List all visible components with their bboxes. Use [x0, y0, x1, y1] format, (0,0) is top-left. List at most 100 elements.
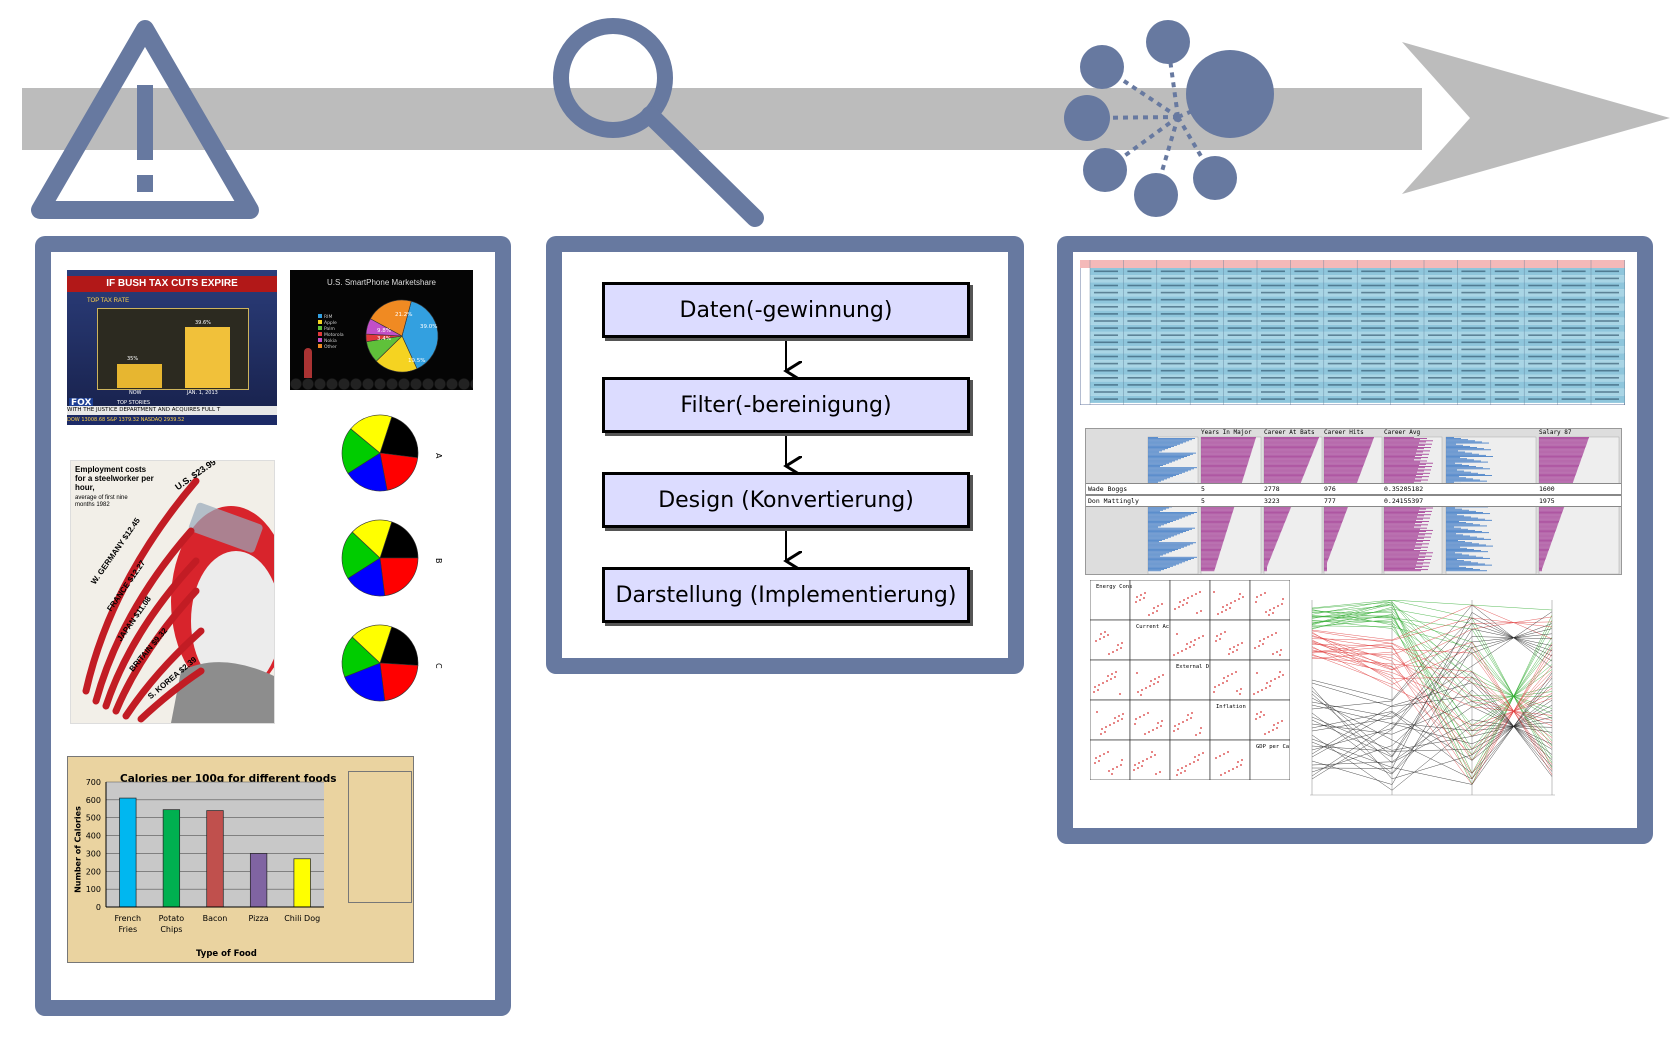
lens-bar — [1264, 522, 1285, 524]
lens-bar — [1264, 532, 1281, 534]
lens-bar — [1539, 443, 1587, 445]
lens-bar — [1446, 552, 1455, 554]
spreadsheet-cell-value — [1094, 362, 1118, 365]
lens-bar — [1384, 451, 1423, 453]
lens-bar — [1264, 527, 1283, 529]
splom-cell — [1249, 619, 1290, 661]
spreadsheet-cell-value — [1528, 327, 1553, 329]
spreadsheet-cell-value — [1595, 313, 1619, 315]
lens-bar — [1446, 543, 1479, 545]
spreadsheet-cell-value — [1428, 291, 1452, 294]
lens-bar — [1201, 526, 1228, 528]
spreadsheet-cell-value — [1261, 369, 1285, 372]
pie-label-0: A — [434, 453, 443, 459]
news-subhead: TOP TAX RATE — [87, 298, 130, 304]
spreadsheet-cell-value — [1361, 270, 1386, 273]
spreadsheet-cell-value — [1361, 384, 1386, 386]
splom-point — [1157, 681, 1159, 683]
lens-bar — [1201, 442, 1255, 444]
spreadsheet-cell-value — [1194, 306, 1219, 308]
splom-point — [1256, 596, 1258, 598]
spreadsheet-cell-value — [1160, 284, 1185, 287]
lens-bar — [1446, 463, 1462, 465]
lens-bar — [1384, 513, 1418, 515]
lens-bar — [1539, 537, 1553, 539]
splom-point — [1277, 605, 1279, 607]
splom-point — [1180, 772, 1182, 774]
lens-bar — [1201, 534, 1226, 536]
spreadsheet-cell-value — [1194, 313, 1219, 315]
lens-bar — [1384, 531, 1426, 532]
lens-bar — [1201, 473, 1245, 475]
spreadsheet-cell-value — [1327, 277, 1352, 280]
lens-bar — [1264, 557, 1271, 559]
lens-bar — [1539, 458, 1582, 460]
spreadsheet-cell-value — [1494, 377, 1519, 379]
calories-x-tick: Potato — [159, 914, 185, 923]
spreadsheet-cell-value — [1394, 398, 1419, 400]
spreadsheet-cell-value — [1261, 306, 1285, 308]
splom-point — [1157, 605, 1159, 607]
lens-bar — [1539, 454, 1583, 456]
spreadsheet-cell-value — [1394, 291, 1419, 294]
spreadsheet-cell-value — [1428, 384, 1452, 386]
lens-bar — [1446, 475, 1492, 476]
splom-point — [1223, 677, 1225, 679]
lens-bar — [1148, 468, 1194, 470]
lens-bar — [1446, 448, 1484, 450]
splom-point — [1174, 725, 1176, 727]
splom-point — [1198, 637, 1200, 639]
lens-bar — [1201, 454, 1251, 456]
calories-y-tick: 400 — [86, 832, 101, 841]
parcoords-line — [1311, 641, 1553, 776]
spreadsheet-cell-value — [1227, 291, 1252, 294]
lens-header-years: Years In Major — [1201, 429, 1252, 436]
splom-point — [1199, 732, 1201, 734]
lens-bar — [1148, 454, 1190, 456]
lens-bar — [1201, 541, 1224, 543]
spreadsheet-cell-value — [1227, 377, 1252, 379]
splom-cell — [1169, 619, 1211, 661]
parcoords-line — [1311, 649, 1553, 750]
lens-bar — [1539, 470, 1577, 472]
lens-bar — [1324, 450, 1369, 452]
lens-bar — [1446, 458, 1467, 460]
lens-bar — [1201, 461, 1249, 463]
lens-bar — [1384, 459, 1414, 461]
lens-bar — [1384, 517, 1430, 519]
splom-point — [1190, 717, 1192, 719]
lens-bar — [1264, 560, 1270, 562]
spreadsheet-cell-value — [1595, 277, 1619, 280]
lens-bar — [1148, 448, 1168, 450]
splom-point — [1181, 650, 1183, 652]
spreadsheet-cell-value — [1094, 369, 1118, 372]
lens-bar — [1324, 559, 1329, 560]
splom-point — [1136, 672, 1138, 674]
splom-point — [1279, 654, 1281, 656]
calories-x-tick-line2: Chips — [160, 925, 182, 934]
spreadsheet-cell-value — [1194, 298, 1219, 301]
lens-bar — [1324, 475, 1360, 476]
splom-point — [1227, 675, 1229, 677]
splom-point — [1147, 712, 1149, 714]
lens-bar — [1539, 556, 1547, 558]
splom-point — [1140, 594, 1142, 596]
lens-bar — [1539, 523, 1559, 525]
lens-bar — [1201, 528, 1228, 530]
splom-point — [1280, 649, 1282, 651]
spreadsheet-cell-value — [1561, 277, 1586, 280]
lens-bar — [1384, 528, 1420, 530]
arrow-right-icon — [1402, 42, 1670, 194]
spreadsheet-cell-value — [1494, 384, 1519, 386]
calories-x-tick: Bacon — [203, 914, 228, 923]
lens-bar — [1148, 559, 1191, 560]
splom-point — [1155, 773, 1157, 775]
lens-bar — [1264, 562, 1269, 564]
lens-bar — [1539, 513, 1562, 515]
spreadsheet-cell-value — [1428, 377, 1452, 379]
spreadsheet-cell-value — [1394, 341, 1419, 344]
lens-bar — [1539, 517, 1561, 519]
spreadsheet-row — [1090, 331, 1625, 339]
splom-point — [1263, 714, 1265, 716]
lens-bar — [1264, 458, 1311, 460]
